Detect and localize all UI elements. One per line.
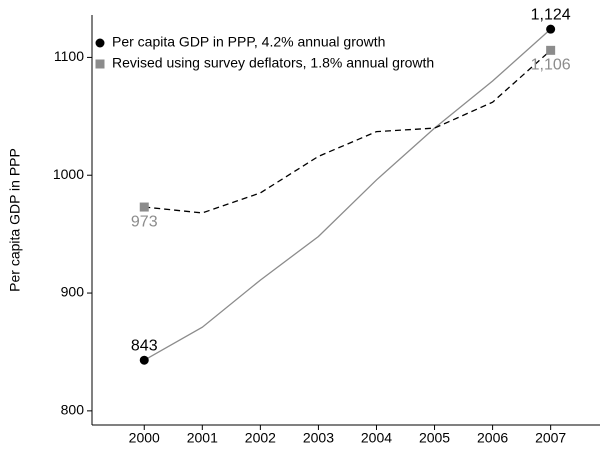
legend-label: Per capita GDP in PPP, 4.2% annual growt… — [112, 34, 385, 50]
data-point — [546, 24, 556, 34]
x-tick-label: 2006 — [477, 430, 508, 446]
y-tick-label: 1100 — [54, 48, 84, 64]
series-line — [143, 28, 552, 361]
x-tick-label: 2003 — [303, 430, 334, 446]
data-label: 1,106 — [531, 57, 571, 74]
series-line — [144, 49, 552, 214]
data-point — [139, 355, 149, 365]
x-tick-label: 2000 — [129, 430, 160, 446]
y-tick-label: 800 — [61, 402, 85, 418]
legend-label: Revised using survey deflators, 1.8% ann… — [112, 55, 434, 71]
data-point — [546, 45, 556, 55]
x-tick-label: 2007 — [535, 430, 566, 446]
x-tick-label: 2005 — [419, 430, 450, 446]
y-tick-label: 1000 — [53, 166, 84, 182]
legend-marker — [95, 59, 105, 69]
y-tick-label: 900 — [61, 284, 85, 300]
data-label: 1,124 — [531, 6, 571, 23]
data-point — [139, 202, 149, 212]
x-tick-label: 2001 — [187, 430, 218, 446]
legend-marker — [95, 38, 105, 48]
data-label: 973 — [131, 213, 158, 230]
x-tick-label: 2002 — [245, 430, 276, 446]
data-label: 843 — [131, 337, 158, 354]
y-axis-label: Per capita GDP in PPP — [7, 148, 23, 292]
x-tick-label: 2004 — [361, 430, 392, 446]
